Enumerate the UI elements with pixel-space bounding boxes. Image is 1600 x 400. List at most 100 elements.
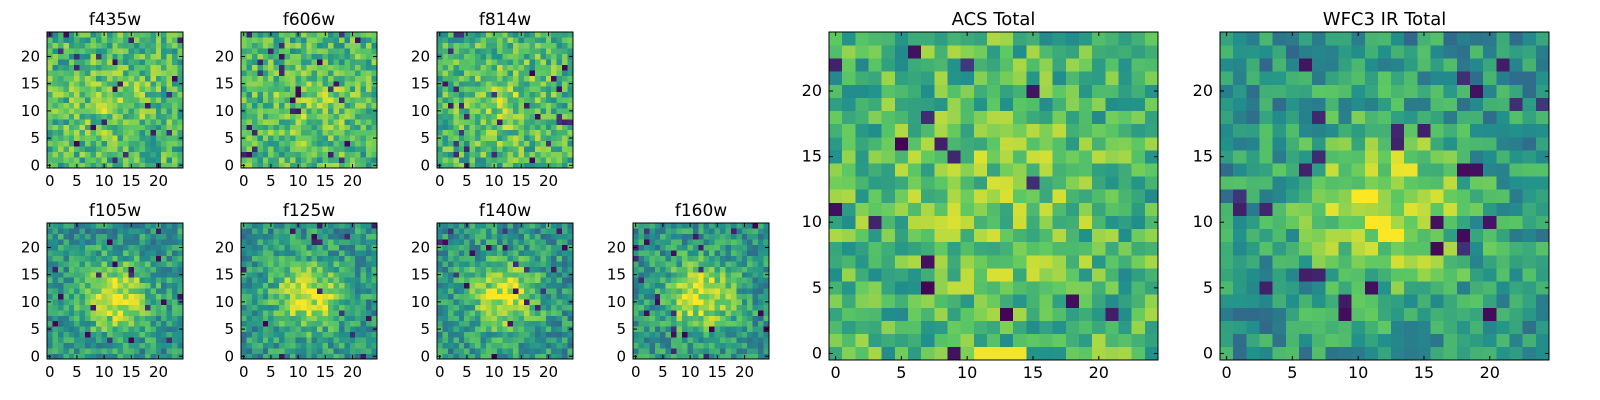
heatmap-cell — [85, 86, 91, 93]
heatmap-cell — [1144, 281, 1159, 295]
heatmap-cell — [360, 157, 367, 163]
heatmap-cell — [442, 228, 449, 235]
heatmap-cell — [172, 326, 178, 333]
heatmap-cell — [692, 348, 699, 354]
heatmap-cell — [1039, 255, 1054, 269]
heatmap-cell — [1079, 215, 1093, 230]
heatmap-cell — [524, 315, 530, 322]
heatmap-cell — [311, 124, 318, 131]
heatmap-cell — [366, 337, 372, 343]
heatmap-cell — [295, 59, 302, 65]
heatmap-cell — [150, 91, 157, 98]
axes-frame — [632, 222, 770, 360]
y-tick-label: 20 — [411, 47, 430, 65]
heatmap-cell — [720, 239, 726, 246]
heatmap-cell — [74, 59, 80, 65]
heatmap-cell — [469, 75, 476, 82]
heatmap-cell — [117, 53, 124, 60]
heatmap-cell — [703, 233, 710, 240]
heatmap-cell — [687, 271, 694, 278]
heatmap-cell — [758, 348, 764, 354]
heatmap-cell — [475, 124, 481, 131]
heatmap-cell — [703, 288, 710, 295]
heatmap-cell — [671, 244, 677, 251]
heatmap-cell — [464, 288, 470, 295]
heatmap-cell — [246, 59, 253, 65]
heatmap-cell — [534, 124, 541, 131]
heatmap-cell — [57, 140, 64, 147]
heatmap-cell — [360, 342, 367, 349]
heatmap-cell — [442, 86, 449, 93]
heatmap-cell — [257, 102, 264, 109]
heatmap-cell — [74, 151, 80, 158]
heatmap-cell — [360, 244, 367, 251]
heatmap-cell — [338, 135, 345, 142]
heatmap-cell — [502, 261, 509, 267]
heatmap-cell — [485, 70, 492, 76]
heatmap-cell — [366, 326, 372, 333]
heatmap-cell — [166, 140, 173, 147]
heatmap-cell — [660, 320, 666, 327]
heatmap-cell — [534, 75, 541, 82]
heatmap-cell — [139, 64, 146, 71]
heatmap-cell — [112, 32, 119, 38]
heatmap-cell — [101, 310, 108, 316]
heatmap-cell — [284, 75, 291, 82]
heatmap-cell — [150, 86, 157, 93]
heatmap-cell — [112, 42, 119, 49]
heatmap-cell — [57, 80, 64, 87]
heatmap-cell — [338, 157, 345, 163]
heatmap-cell — [551, 353, 557, 360]
heatmap-cell — [507, 326, 514, 333]
heatmap-cell — [551, 228, 557, 235]
heatmap-cell — [562, 304, 568, 311]
heatmap-cell — [507, 113, 514, 120]
heatmap-cell — [257, 255, 264, 262]
heatmap-cell — [47, 102, 53, 109]
heatmap-cell — [485, 277, 492, 284]
heatmap-cell — [273, 244, 280, 251]
heatmap-cell — [671, 266, 677, 273]
heatmap-cell — [366, 353, 372, 360]
heatmap-cell — [469, 233, 476, 240]
heatmap-cell — [763, 223, 770, 229]
heatmap-cell — [973, 189, 988, 203]
heatmap-cell — [671, 233, 677, 240]
heatmap-cell — [47, 113, 53, 120]
heatmap-cell — [90, 97, 97, 104]
heatmap-cell — [562, 348, 568, 354]
heatmap-cell — [289, 337, 296, 343]
heatmap-cell — [371, 70, 378, 76]
heatmap-cell — [1000, 176, 1014, 190]
heatmap-cell — [90, 37, 97, 44]
heatmap-cell — [166, 315, 173, 322]
heatmap-cell — [518, 277, 525, 284]
heatmap-cell — [257, 266, 264, 273]
heatmap-cell — [1131, 163, 1146, 177]
heatmap-cell — [128, 250, 135, 256]
heatmap-cell — [85, 53, 91, 60]
heatmap-cell — [251, 326, 258, 333]
heatmap-cell — [660, 261, 666, 267]
heatmap-cell — [106, 119, 113, 125]
heatmap-cell — [251, 353, 258, 360]
heatmap-cell — [344, 342, 351, 349]
heatmap-cell — [507, 228, 514, 235]
heatmap-cell — [85, 223, 91, 229]
heatmap-cell — [166, 64, 173, 71]
heatmap-cell — [529, 239, 536, 246]
heatmap-cell — [155, 64, 162, 71]
heatmap-cell — [868, 307, 882, 321]
heatmap-cell — [485, 261, 492, 267]
heatmap-cell — [139, 75, 146, 82]
heatmap-cell — [262, 64, 269, 71]
heatmap-cell — [284, 244, 291, 251]
heatmap-cell — [524, 223, 530, 229]
heatmap-cell — [57, 42, 64, 49]
heatmap-cell — [251, 239, 258, 246]
heatmap-cell — [349, 228, 356, 235]
heatmap-cell — [752, 293, 759, 300]
heatmap-cell — [371, 320, 378, 327]
heatmap-cell — [257, 124, 264, 131]
heatmap-cell — [855, 202, 869, 216]
